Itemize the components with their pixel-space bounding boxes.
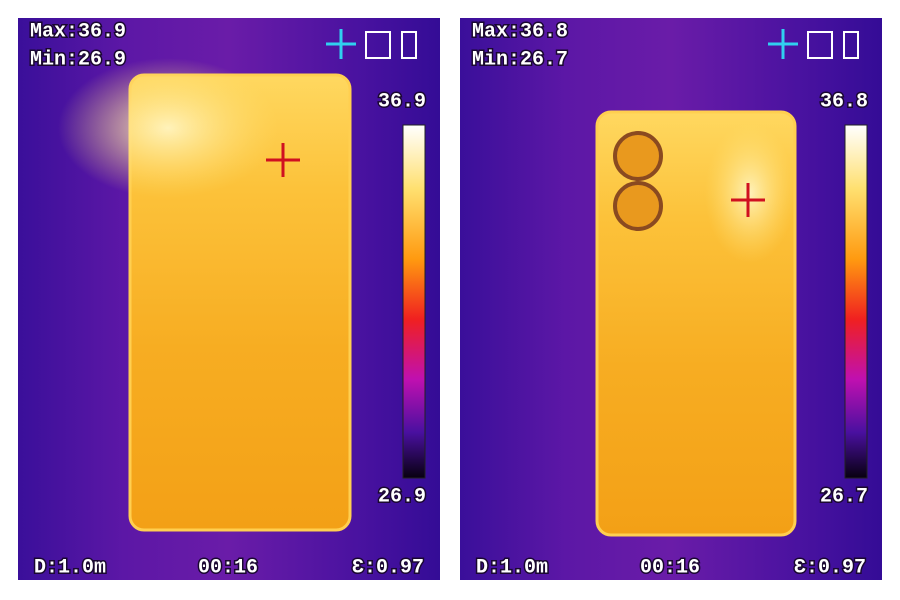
hot-spot <box>705 123 795 263</box>
scale-max: 36.9 <box>378 90 426 113</box>
min-temp: Min:26.9 <box>30 48 126 71</box>
thermal-panel: Max:36.9 Min:26.9 36.9 26.9 D:1.0m 00:16 Ɛ:0.9… <box>18 18 440 581</box>
thermal-panel: Max:36.8 Min:26.7 36.8 26.7 D:1.0m 00:16 Ɛ:0.9… <box>460 18 882 581</box>
crosshair <box>731 183 765 217</box>
hot-spot <box>58 58 278 198</box>
min-temp: Min:26.7 <box>472 48 568 71</box>
distance: D:1.0m <box>34 556 106 579</box>
scale-min: 26.7 <box>820 485 868 508</box>
distance: D:1.0m <box>476 556 548 579</box>
scale-min: 26.9 <box>378 485 426 508</box>
time: 00:16 <box>198 556 258 579</box>
color-scale <box>402 124 426 479</box>
max-temp: Max:36.8 <box>472 20 568 43</box>
unit-icon <box>807 31 833 59</box>
battery-icon <box>401 31 417 59</box>
unit-icon <box>365 31 391 59</box>
target-icon <box>768 29 798 59</box>
color-scale <box>844 124 868 479</box>
camera-lens <box>613 181 663 231</box>
emissivity: Ɛ:0.97 <box>794 556 866 579</box>
target-icon <box>326 29 356 59</box>
battery-icon <box>843 31 859 59</box>
scale-max: 36.8 <box>820 90 868 113</box>
crosshair <box>266 143 300 177</box>
time: 00:16 <box>640 556 700 579</box>
max-temp: Max:36.9 <box>30 20 126 43</box>
emissivity: Ɛ:0.97 <box>352 556 424 579</box>
camera-lens <box>613 131 663 181</box>
